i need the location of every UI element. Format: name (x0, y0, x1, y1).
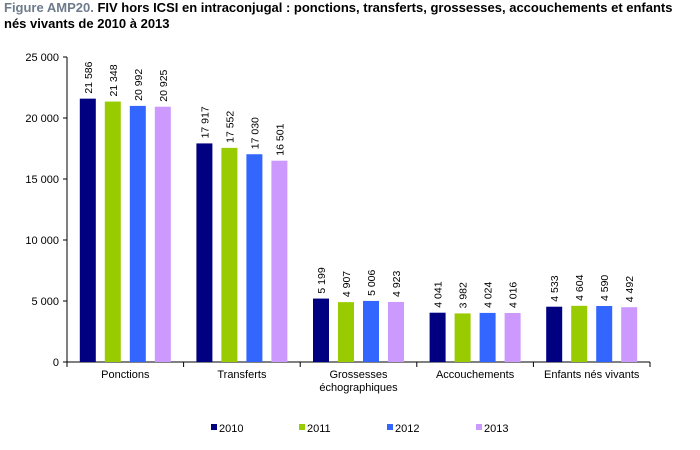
bar-value-label: 5 006 (366, 269, 378, 295)
bar-value-label: 21 348 (108, 64, 120, 96)
x-tick-label: Transferts (217, 369, 267, 381)
bar-value-label: 4 604 (574, 274, 586, 300)
bar-value-label: 16 501 (274, 123, 286, 155)
bar (79, 98, 96, 362)
legend-label: 2011 (307, 423, 331, 435)
bar-value-label: 4 923 (391, 271, 403, 297)
legend-swatch (211, 424, 217, 430)
legend: 2010 2011 2012 2013 (211, 423, 508, 435)
bar (504, 313, 521, 362)
y-tick-label: 10 000 (25, 235, 59, 247)
x-tick-label: Grossesses (329, 369, 388, 381)
bar (454, 313, 471, 362)
bar (388, 301, 404, 362)
legend-label: 2013 (484, 423, 508, 435)
bar-value-label: 4 590 (599, 275, 611, 301)
bar (271, 160, 288, 362)
bar-value-label: 17 552 (224, 111, 236, 143)
legend-label: 2010 (219, 423, 243, 435)
legend-swatch (476, 424, 482, 430)
bar (313, 298, 329, 362)
bar (363, 300, 379, 362)
legend-swatch (299, 424, 305, 430)
bar-value-label: 17 030 (249, 117, 261, 149)
bar (221, 147, 238, 362)
bar-value-label: 5 199 (316, 267, 328, 293)
bar-value-label: 4 024 (483, 281, 495, 307)
bar-series-group (79, 98, 638, 363)
bar-value-label: 4 041 (433, 281, 445, 307)
x-tick-label: Enfants nés vivants (544, 369, 640, 381)
bar-value-label: 4 492 (624, 276, 636, 302)
y-tick-label: 20 000 (25, 113, 59, 125)
bar (546, 306, 563, 362)
bar (104, 101, 121, 363)
bar (479, 312, 496, 362)
bar (154, 106, 171, 362)
x-tick-label: Accouchements (436, 369, 515, 381)
bar-value-label: 3 982 (458, 282, 470, 308)
figure-number: Figure AMP20. (4, 0, 94, 15)
bar (621, 307, 638, 362)
bar-value-label: 4 016 (508, 282, 520, 308)
bar (429, 312, 446, 362)
bar-value-label: 4 533 (549, 275, 561, 301)
bar (196, 143, 213, 362)
x-axis: Ponctions Transferts Grossesseséchographiq… (66, 361, 651, 394)
figure-title-text: FIV hors ICSI en intraconjugal : ponctio… (4, 0, 673, 31)
bar (129, 105, 146, 363)
x-tick-label: Ponctions (101, 369, 150, 381)
bar-value-label: 21 586 (83, 61, 95, 93)
data-labels-group: 21 586 21 348 20 992 20 925 17 917 17 552 17 0… (83, 61, 636, 308)
y-axis: 0 5 000 10 000 15 000 20 000 25 000 (25, 52, 68, 369)
bar (246, 154, 263, 362)
legend-swatch (387, 424, 393, 430)
bar (596, 306, 613, 362)
bar-value-label: 17 917 (199, 106, 211, 138)
x-tick-label: échographiques (319, 382, 398, 394)
bar-value-label: 20 992 (133, 69, 145, 101)
y-tick-label: 15 000 (25, 174, 59, 186)
bar-value-label: 4 907 (341, 271, 353, 297)
figure-title: Figure AMP20. FIV hors ICSI en intraconj… (4, 0, 694, 32)
y-tick-label: 5 000 (31, 296, 59, 308)
legend-label: 2012 (395, 423, 419, 435)
y-tick-label: 0 (53, 357, 59, 369)
bar-value-label: 20 925 (158, 69, 170, 101)
bar (338, 302, 354, 362)
y-tick-label: 25 000 (25, 52, 59, 64)
bar (571, 305, 588, 362)
